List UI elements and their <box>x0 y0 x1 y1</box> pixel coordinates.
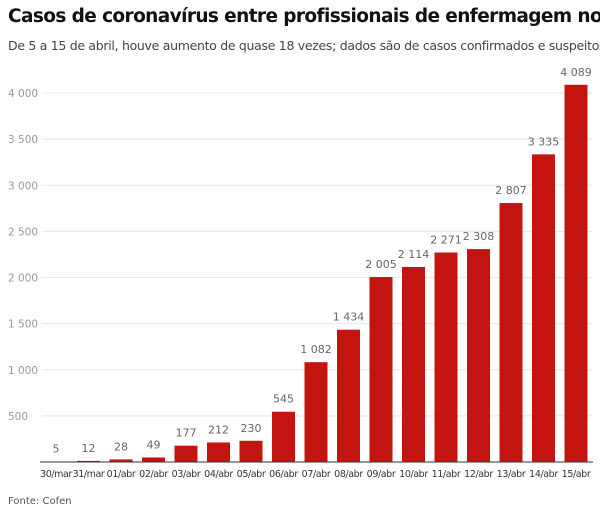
x-tick-label: 13/abr <box>497 469 526 480</box>
x-tick-label: 14/abr <box>529 469 558 480</box>
y-tick-label: 2 000 <box>8 273 38 285</box>
chart-subtitle: De 5 a 15 de abril, houve aumento de qua… <box>8 38 600 53</box>
bar <box>77 460 100 462</box>
data-label: 212 <box>208 423 229 436</box>
y-tick-label: 500 <box>8 411 28 423</box>
y-tick-label: 4 000 <box>8 88 38 100</box>
data-label: 49 <box>147 438 161 451</box>
bar <box>532 154 555 462</box>
bar <box>467 249 490 462</box>
x-tick-label: 10/abr <box>399 469 428 480</box>
x-tick-label: 30/mar <box>40 469 72 480</box>
data-label: 230 <box>241 422 262 435</box>
y-tick-label: 1 000 <box>8 365 38 377</box>
x-tick-label: 08/abr <box>334 469 363 480</box>
x-tick-label: 11/abr <box>432 469 461 480</box>
bar <box>207 442 230 462</box>
y-tick-label: 1 500 <box>8 319 38 331</box>
bar <box>369 277 393 462</box>
y-tick-label: 2 500 <box>8 226 38 238</box>
bar <box>239 440 263 462</box>
data-label: 4 089 <box>560 66 592 79</box>
y-tick-label: 3 000 <box>8 180 38 192</box>
bar <box>434 252 458 462</box>
x-tick-label: 05/abr <box>237 469 266 480</box>
data-label: 1 434 <box>333 311 365 324</box>
bar <box>337 329 360 462</box>
data-label: 545 <box>273 393 294 406</box>
x-tick-label: 31/mar <box>73 469 105 480</box>
data-label: 2 005 <box>365 258 397 271</box>
bar <box>402 266 425 462</box>
bar <box>272 411 295 462</box>
source-note: Fonte: Cofen <box>8 496 72 507</box>
x-tick-label: 04/abr <box>204 469 233 480</box>
x-tick-label: 07/abr <box>302 469 331 480</box>
bar <box>564 84 588 463</box>
data-label: 5 <box>53 443 60 456</box>
data-label: 2 271 <box>430 234 462 247</box>
data-label: 28 <box>114 440 128 453</box>
data-label: 177 <box>176 427 197 440</box>
x-tick-label: 02/abr <box>139 469 168 480</box>
x-tick-label: 09/abr <box>367 469 396 480</box>
chart-title: Casos de coronavírus entre profissionais… <box>8 6 600 27</box>
data-label: 3 335 <box>528 135 560 148</box>
data-label: 2 807 <box>495 184 527 197</box>
data-label: 2 114 <box>398 248 430 261</box>
bar <box>142 457 165 462</box>
data-label: 2 308 <box>463 230 495 243</box>
data-label: 1 082 <box>300 343 332 356</box>
bar <box>109 459 133 462</box>
bar <box>304 362 328 462</box>
x-tick-label: 01/abr <box>107 469 136 480</box>
x-tick-label: 06/abr <box>269 469 298 480</box>
x-tick-label: 03/abr <box>172 469 201 480</box>
bar <box>499 203 523 462</box>
bar <box>174 445 198 462</box>
data-label: 12 <box>82 442 96 455</box>
x-tick-label: 15/abr <box>562 469 591 480</box>
y-tick-label: 3 500 <box>8 134 38 146</box>
x-tick-label: 12/abr <box>464 469 493 480</box>
